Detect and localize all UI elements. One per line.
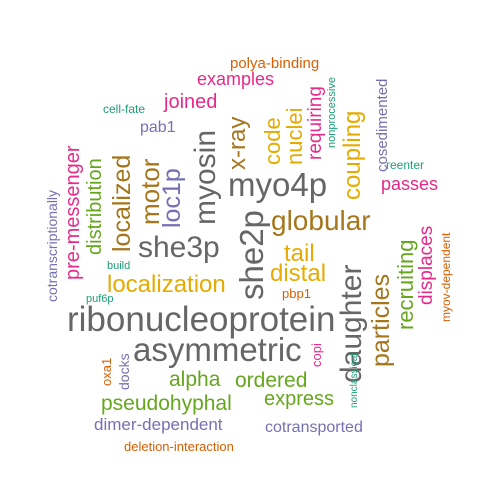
word-distal: distal — [270, 260, 327, 287]
word-loc1p: loc1p — [158, 168, 186, 228]
word-puf6p: nonclassical — [349, 353, 360, 408]
word-build: build — [107, 260, 131, 272]
word-nonprocessive: nonprocessive — [326, 77, 338, 148]
word-ordered: ordered — [235, 369, 308, 392]
word-cotranscriptionally: cotranscriptionally — [44, 189, 60, 302]
word-polya-binding: polya-binding — [230, 55, 320, 72]
word-nonclassical: puf6p — [86, 293, 114, 305]
word-myov-dependent: myov-dependent — [439, 232, 453, 322]
word-distribution: distribution — [84, 158, 106, 255]
word-cotransported: cotransported — [265, 419, 363, 436]
word-oxa1: oxa1 — [99, 357, 114, 386]
word-x-ray: x-ray — [224, 116, 251, 170]
word-myosin: myosin — [189, 129, 222, 225]
word-joined: joined — [164, 91, 218, 113]
word-docks: docks — [116, 353, 132, 390]
word-cell-fate: cell-fate — [103, 102, 146, 116]
word-ribonucleoprotein: ribonucleoprotein — [67, 300, 336, 339]
word-pre-messenger: pre-messenger — [62, 145, 84, 280]
word-globular: globular — [271, 205, 371, 236]
word-cosedimented: cosedimented — [374, 78, 391, 172]
word-code: code — [260, 117, 285, 165]
word-she3p: she3p — [138, 231, 220, 264]
word-she2p: she2p — [233, 210, 270, 300]
word-asymmetric: asymmetric — [133, 331, 302, 368]
word-requiring: requiring — [305, 86, 326, 160]
word-pab1: pab1 — [140, 119, 176, 136]
word-myo4p: myo4p — [228, 166, 328, 203]
word-particles: particles — [367, 273, 395, 367]
word-recruiting: recruiting — [393, 239, 418, 330]
word-coupling: coupling — [339, 110, 366, 200]
word-pbp1: pbp1 — [282, 286, 311, 301]
word-localized: localized — [108, 154, 136, 252]
word-deletion-interaction: deletion-interaction — [124, 439, 234, 454]
word-reenter: reenter — [386, 158, 425, 172]
word-passes: passes — [381, 174, 439, 194]
word-copi: copi — [309, 343, 324, 367]
word-express: express — [264, 388, 335, 410]
word-localization: localization — [107, 271, 226, 298]
word-displaces: displaces — [416, 225, 437, 305]
word-tail: tail — [284, 240, 315, 267]
word-examples: examples — [197, 69, 275, 89]
word-alpha: alpha — [169, 368, 221, 391]
word-nuclei: nuclei — [282, 107, 307, 165]
word-dimer-dependent: dimer-dependent — [94, 415, 223, 434]
word-pseudohyphal: pseudohyphal — [101, 392, 232, 415]
